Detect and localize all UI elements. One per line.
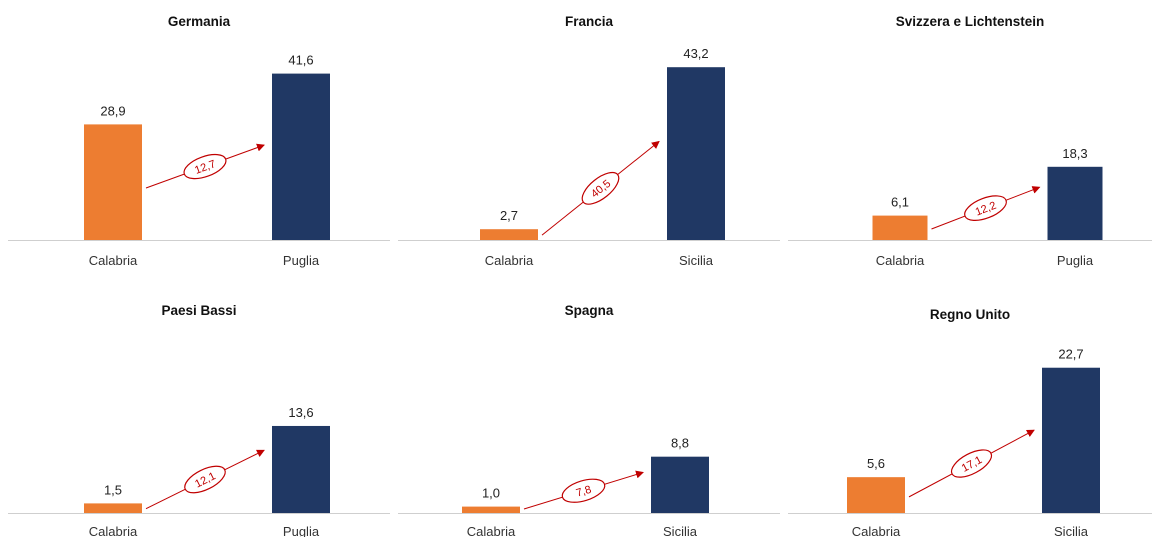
- category-label: Puglia: [1057, 253, 1094, 268]
- difference-label: 7,8: [575, 484, 593, 500]
- difference-badge: 12,1: [184, 465, 226, 494]
- chart-panel: Spagna 1,0 Calabria 8,8 Sicilia 7,8: [398, 282, 780, 537]
- difference-ellipse: [581, 171, 620, 205]
- bar-right: [651, 456, 709, 513]
- difference-ellipse: [184, 465, 226, 494]
- category-label: Calabria: [89, 253, 138, 268]
- value-label: 18,3: [1062, 146, 1087, 161]
- category-label: Puglia: [283, 253, 320, 268]
- chart-title: Spagna: [565, 303, 614, 318]
- value-label: 1,0: [482, 486, 500, 501]
- difference-badge: 12,2: [964, 195, 1007, 222]
- chart-panel: Paesi Bassi 1,5 Calabria 13,6 Puglia 12,1: [8, 282, 390, 537]
- chart-panel: Svizzera e Lichtenstein 6,1 Calabria 18,3 Pu…: [788, 0, 1152, 270]
- category-label: Sicilia: [1054, 524, 1089, 537]
- difference-ellipse: [183, 153, 227, 180]
- bar-right: [272, 425, 330, 513]
- difference-ellipse: [561, 478, 606, 503]
- difference-ellipse: [964, 195, 1007, 222]
- value-label: 8,8: [671, 436, 689, 451]
- bar-right: [1047, 166, 1103, 240]
- value-label: 28,9: [100, 103, 125, 118]
- bar-right: [272, 73, 330, 240]
- bar-left: [84, 124, 142, 240]
- category-label: Calabria: [89, 524, 138, 537]
- value-label: 1,5: [104, 482, 122, 497]
- category-label: Sicilia: [679, 253, 714, 268]
- difference-badge: 17,1: [950, 449, 993, 478]
- value-label: 43,2: [683, 46, 708, 61]
- chart-panel: Francia 2,7 Calabria 43,2 Sicilia 40,5: [398, 0, 780, 270]
- value-label: 6,1: [891, 195, 909, 210]
- chart-title: Francia: [565, 14, 614, 29]
- chart-svg: Spagna 1,0 Calabria 8,8 Sicilia 7,8: [398, 303, 780, 537]
- category-label: Calabria: [467, 524, 516, 537]
- chart-title: Germania: [168, 14, 231, 29]
- chart-title: Regno Unito: [930, 307, 1010, 322]
- chart-title: Svizzera e Lichtenstein: [896, 14, 1045, 29]
- category-label: Calabria: [852, 524, 901, 537]
- chart-svg: Regno Unito 5,6 Calabria 22,7 Sicilia 17,1: [788, 307, 1152, 537]
- category-label: Calabria: [485, 253, 534, 268]
- chart-panel: Regno Unito 5,6 Calabria 22,7 Sicilia 17,1: [788, 282, 1152, 537]
- difference-badge: 12,7: [183, 153, 227, 180]
- category-label: Puglia: [283, 524, 320, 537]
- difference-badge: 40,5: [581, 171, 620, 205]
- value-label: 22,7: [1058, 347, 1083, 362]
- chart-panel: Germania 28,9 Calabria 41,6 Puglia 12,7: [8, 0, 390, 270]
- chart-svg: Paesi Bassi 1,5 Calabria 13,6 Puglia 12,1: [8, 303, 390, 537]
- chart-svg: Germania 28,9 Calabria 41,6 Puglia 12,7: [8, 14, 390, 268]
- bar-right: [667, 67, 725, 240]
- value-label: 13,6: [288, 405, 313, 420]
- value-label: 5,6: [867, 456, 885, 471]
- chart-title: Paesi Bassi: [161, 303, 236, 318]
- category-label: Calabria: [876, 253, 925, 268]
- category-label: Sicilia: [663, 524, 698, 537]
- difference-ellipse: [950, 449, 993, 478]
- value-label: 2,7: [500, 208, 518, 223]
- difference-badge: 7,8: [561, 478, 606, 503]
- bar-right: [1042, 367, 1100, 513]
- bar-left: [84, 503, 142, 513]
- bar-left: [480, 229, 538, 240]
- bar-left: [462, 506, 520, 513]
- bar-left: [872, 215, 928, 240]
- bar-left: [847, 477, 905, 513]
- chart-svg: Svizzera e Lichtenstein 6,1 Calabria 18,3 Pu…: [788, 14, 1152, 268]
- value-label: 41,6: [288, 53, 313, 68]
- chart-svg: Francia 2,7 Calabria 43,2 Sicilia 40,5: [398, 14, 780, 268]
